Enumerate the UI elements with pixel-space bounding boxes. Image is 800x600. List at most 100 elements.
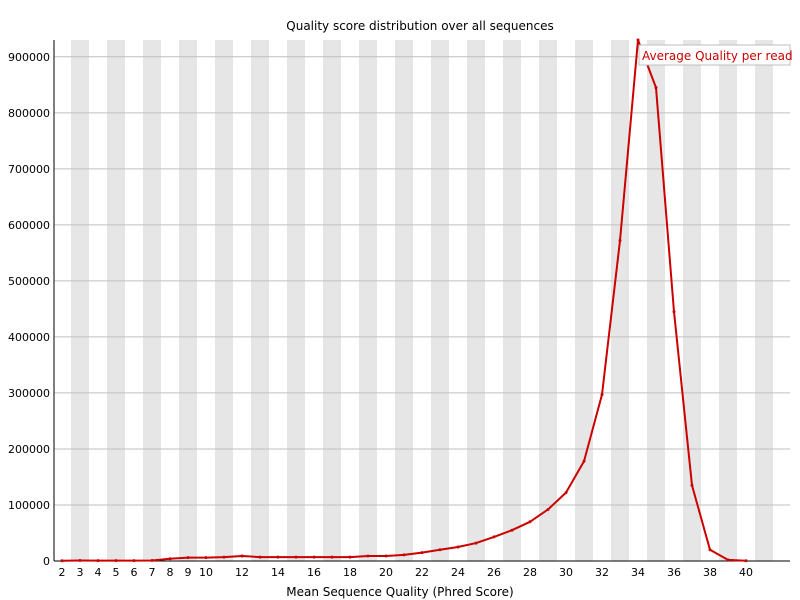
background-band <box>611 40 629 561</box>
background-band <box>71 40 89 561</box>
data-point <box>456 545 460 549</box>
x-tick-labels: 2 3 4 5 6 7 8 9 10 12 14 16 18 20 22 24 26 28 30 32 34 36 38 40 <box>59 566 754 579</box>
x-tick-label: 16 <box>307 566 321 579</box>
x-tick-label: 26 <box>487 566 501 579</box>
data-point <box>654 86 658 90</box>
horizontal-gridlines <box>54 56 790 506</box>
background-band <box>575 40 593 561</box>
x-tick-label: 14 <box>271 566 285 579</box>
x-tick-label: 7 <box>149 566 156 579</box>
y-tick-label: 400000 <box>8 331 50 344</box>
data-point <box>240 554 244 558</box>
data-point <box>312 555 316 559</box>
data-point <box>438 548 442 552</box>
data-point <box>222 555 226 559</box>
data-point <box>690 483 694 487</box>
x-tick-label: 32 <box>595 566 609 579</box>
data-point <box>168 557 172 561</box>
background-band <box>179 40 197 561</box>
x-tick-label: 12 <box>235 566 249 579</box>
data-point <box>150 559 154 563</box>
background-band <box>143 40 161 561</box>
data-point <box>276 555 280 559</box>
y-tick-label: 800000 <box>8 107 50 120</box>
x-tick-label: 8 <box>167 566 174 579</box>
data-point <box>726 558 730 562</box>
data-point <box>384 554 388 558</box>
y-tick-label: 100000 <box>8 499 50 512</box>
y-tick-labels: 0 100000 200000 300000 400000 500000 600000 700… <box>8 51 50 568</box>
x-tick-label: 9 <box>185 566 192 579</box>
data-point <box>294 555 298 559</box>
data-point <box>348 555 352 559</box>
data-point <box>420 551 424 555</box>
background-band <box>395 40 413 561</box>
alternating-bands <box>71 40 773 561</box>
y-tick-label: 200000 <box>8 443 50 456</box>
x-tick-label: 2 <box>59 566 66 579</box>
x-tick-label: 38 <box>703 566 717 579</box>
x-tick-label: 30 <box>559 566 573 579</box>
background-band <box>107 40 125 561</box>
x-tick-label: 24 <box>451 566 465 579</box>
background-band <box>539 40 557 561</box>
data-point <box>510 528 514 532</box>
legend-box <box>638 44 791 66</box>
data-point <box>492 535 496 539</box>
y-tick-label: 0 <box>43 555 50 568</box>
series-group <box>60 38 748 563</box>
data-point <box>186 556 190 560</box>
background-band <box>647 40 665 561</box>
data-point <box>582 459 586 463</box>
y-tick-label: 700000 <box>8 163 50 176</box>
data-point <box>258 555 262 559</box>
background-band <box>683 40 701 561</box>
x-tick-label: 18 <box>343 566 357 579</box>
data-point <box>618 239 622 243</box>
x-tick-label: 3 <box>77 566 84 579</box>
x-tick-label: 5 <box>113 566 120 579</box>
x-axis-title: Mean Sequence Quality (Phred Score) <box>286 585 514 599</box>
background-band <box>251 40 269 561</box>
background-band <box>359 40 377 561</box>
legend-entry: Average Quality per read <box>642 49 793 63</box>
background-band <box>431 40 449 561</box>
data-point <box>330 555 334 559</box>
x-tick-label: 36 <box>667 566 681 579</box>
chart-title: Quality score distribution over all sequ… <box>286 19 553 33</box>
data-point <box>96 559 100 563</box>
data-point <box>78 559 82 563</box>
y-tick-label: 500000 <box>8 275 50 288</box>
data-point <box>636 38 640 42</box>
background-band <box>719 40 737 561</box>
y-tick-label: 300000 <box>8 387 50 400</box>
data-point <box>564 491 568 495</box>
y-tick-label: 600000 <box>8 219 50 232</box>
data-point <box>204 556 208 560</box>
x-tick-label: 10 <box>199 566 213 579</box>
background-band <box>323 40 341 561</box>
data-point <box>672 310 676 314</box>
data-point <box>474 541 478 545</box>
data-point <box>114 559 118 563</box>
x-tick-label: 28 <box>523 566 537 579</box>
x-tick-label: 22 <box>415 566 429 579</box>
data-point <box>132 559 136 563</box>
data-point <box>402 553 406 557</box>
background-band <box>287 40 305 561</box>
data-point <box>708 548 712 552</box>
y-tick-label: 900000 <box>8 51 50 64</box>
x-tick-label: 34 <box>631 566 645 579</box>
x-tick-label: 4 <box>95 566 102 579</box>
data-point <box>546 507 550 511</box>
background-band <box>215 40 233 561</box>
data-point <box>600 393 604 397</box>
data-point <box>60 559 64 563</box>
x-tick-label: 40 <box>739 566 753 579</box>
data-point <box>528 520 532 524</box>
legend: Average Quality per read <box>638 44 793 66</box>
background-band <box>503 40 521 561</box>
background-band <box>467 40 485 561</box>
data-point <box>366 554 370 558</box>
